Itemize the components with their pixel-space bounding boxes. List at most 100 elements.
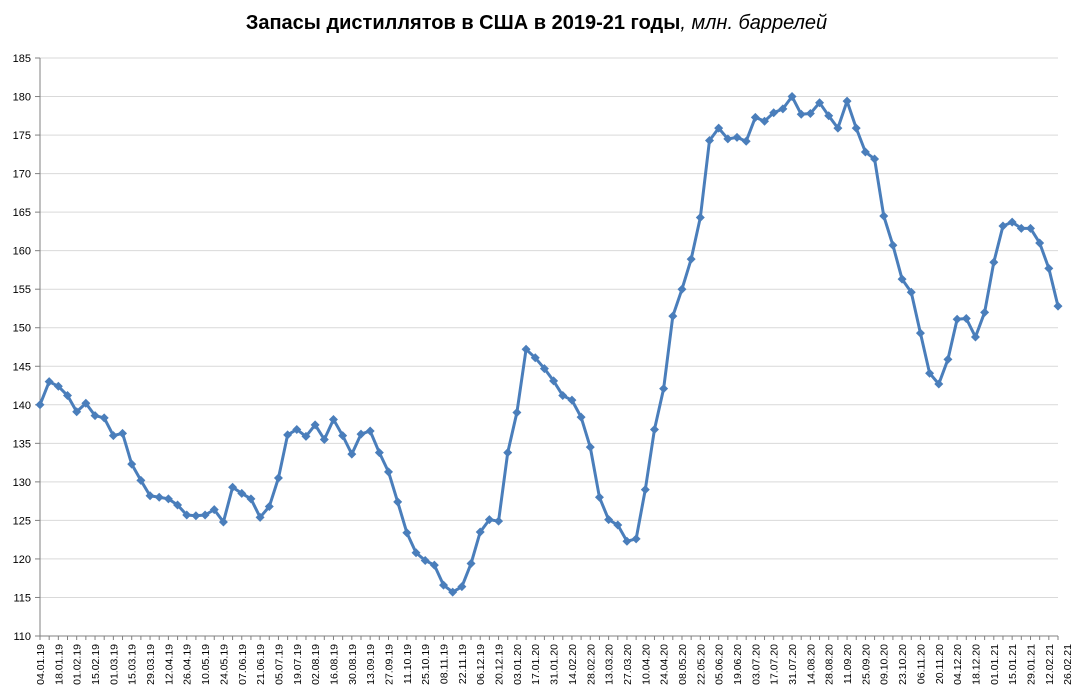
data-point: [649, 424, 659, 434]
data-point: [1053, 301, 1063, 311]
data-point: [163, 494, 173, 504]
x-tick-label: 05.07.19: [273, 644, 285, 685]
data-point: [374, 448, 384, 458]
data-point: [549, 376, 559, 386]
data-point: [805, 108, 815, 118]
x-tick-label: 04.12.20: [952, 644, 964, 685]
x-tick-label: 11.10.19: [402, 644, 414, 684]
x-tick-label: 19.06.20: [732, 644, 744, 685]
x-tick-label: 01.01.21: [989, 644, 1001, 685]
x-tick-label: 29.03.19: [145, 644, 157, 685]
x-tick-label: 27.03.20: [622, 644, 634, 685]
data-point: [292, 424, 302, 434]
y-tick-label: 170: [13, 169, 31, 181]
data-point: [732, 132, 742, 142]
x-tick-label: 17.07.20: [769, 644, 781, 685]
y-tick-label: 175: [13, 130, 31, 142]
chart-title-main: Запасы дистиллятов в США в 2019-21 годы: [245, 12, 681, 34]
data-point: [338, 431, 348, 441]
data-point: [714, 123, 724, 133]
x-tick-label: 25.10.19: [420, 644, 432, 685]
data-point: [521, 344, 531, 354]
x-tick-label: 09.10.20: [879, 644, 891, 685]
data-point: [1007, 217, 1017, 227]
y-tick-label: 150: [13, 323, 31, 335]
y-tick-label: 145: [13, 361, 31, 373]
x-tick-label: 12.02.21: [1044, 644, 1056, 685]
y-tick-label: 135: [13, 438, 31, 450]
data-point: [44, 377, 54, 387]
x-tick-label: 21.06.19: [255, 644, 267, 685]
data-point: [677, 284, 687, 294]
data-point: [796, 109, 806, 119]
data-point: [815, 98, 825, 108]
data-point: [723, 134, 733, 144]
data-point: [989, 257, 999, 267]
data-point: [860, 147, 870, 157]
data-point: [35, 400, 45, 410]
x-tick-label: 14.08.20: [805, 644, 817, 685]
x-tick-label: 27.09.19: [384, 644, 396, 685]
x-tick-label: 18.01.19: [53, 644, 65, 685]
data-point: [393, 497, 403, 507]
x-tick-label: 03.07.20: [750, 644, 762, 685]
data-point: [686, 254, 696, 264]
data-point: [539, 364, 549, 374]
data-point: [695, 213, 705, 223]
data-point: [53, 381, 63, 391]
data-point: [283, 430, 293, 440]
y-tick-labels: 110 115 120 125 130 135 140 145 150 155 160 165 170 1…: [13, 53, 31, 643]
data-point: [952, 314, 962, 324]
data-point: [439, 580, 449, 590]
data-point: [457, 582, 467, 592]
data-point: [851, 123, 861, 133]
x-tick-label: 02.08.19: [310, 644, 322, 685]
x-tick-label: 16.08.19: [328, 644, 340, 685]
data-point: [301, 431, 311, 441]
data-point: [640, 485, 650, 495]
data-point: [787, 92, 797, 102]
chart-title: Запасы дистиллятов в США в 2019-21 годы,…: [0, 12, 1073, 35]
data-point: [384, 467, 394, 477]
x-tick-label: 31.07.20: [787, 644, 799, 685]
x-tick-label: 01.02.19: [72, 644, 84, 685]
y-tick-label: 155: [13, 284, 31, 296]
data-point: [411, 548, 421, 558]
x-tick-label: 26.02.21: [1062, 644, 1073, 685]
x-tick-label: 07.06.19: [237, 644, 249, 685]
x-tick-label: 19.07.19: [292, 644, 304, 685]
data-point: [191, 511, 201, 521]
x-tick-label: 17.01.20: [530, 644, 542, 685]
x-tick-label: 30.08.19: [347, 644, 359, 685]
data-point: [108, 431, 118, 441]
data-point: [668, 311, 678, 321]
x-tick-label: 08.11.19: [439, 644, 451, 684]
data-point: [173, 500, 183, 510]
data-point: [980, 307, 990, 317]
data-point: [760, 116, 770, 126]
x-tick-label: 01.03.19: [108, 644, 120, 685]
x-tick-label: 10.05.19: [200, 644, 212, 685]
data-point: [273, 473, 283, 483]
data-point: [842, 96, 852, 106]
y-tick-label: 165: [13, 207, 31, 219]
x-tick-label: 29.01.21: [1025, 644, 1037, 685]
x-tick-label: 13.09.19: [365, 644, 377, 685]
data-point: [72, 407, 82, 417]
data-point: [585, 442, 595, 452]
data-point: [870, 154, 880, 164]
data-point: [420, 555, 430, 565]
y-tick-label: 185: [13, 53, 31, 65]
data-point: [576, 412, 586, 422]
data-point: [494, 516, 504, 526]
data-point: [1016, 223, 1026, 233]
data-point: [613, 520, 623, 530]
x-tick-label: 23.10.20: [897, 644, 909, 685]
data-point: [347, 449, 357, 459]
data-point: [448, 587, 458, 597]
x-tick-label: 18.12.20: [970, 644, 982, 685]
x-tick-label: 22.05.20: [695, 644, 707, 685]
data-point: [998, 221, 1008, 231]
y-tick-label: 130: [13, 477, 31, 489]
data-point: [934, 379, 944, 389]
